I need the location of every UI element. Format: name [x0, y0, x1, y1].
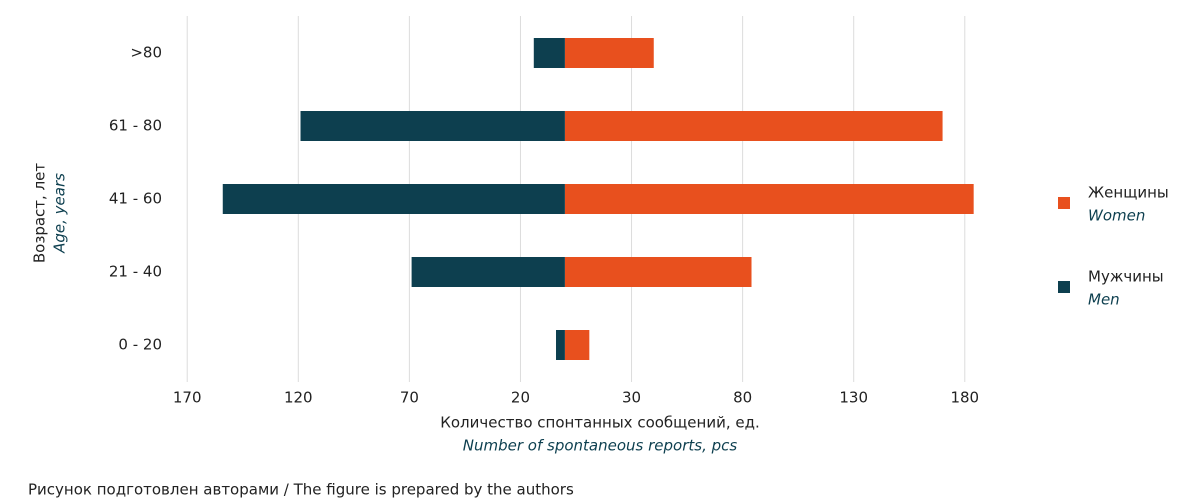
bar [564, 111, 943, 141]
bar [564, 330, 590, 360]
bar [564, 184, 974, 214]
y-tick-label: 21 - 40 [109, 263, 162, 281]
y-tick-label: 0 - 20 [118, 336, 162, 354]
legend-swatch [1058, 281, 1070, 293]
y-label: Возраст, лет [31, 163, 49, 263]
x-label: Количество спонтанных сообщений, ед. [440, 414, 760, 432]
x-tick-label: 120 [284, 389, 313, 407]
x-tick-label: 30 [622, 389, 641, 407]
y-axis-label: Возраст, лет Age, years [31, 163, 69, 263]
bar [564, 38, 654, 68]
plot: 170 120 70 20 30 80 130 180 >80 61 - 80 41 - 60 21 … [109, 16, 1169, 407]
y-label-en: Age, years [51, 173, 69, 254]
x-tick-label: 20 [511, 389, 530, 407]
legend-label: Мужчины [1088, 268, 1164, 286]
y-tick-label: >80 [130, 44, 162, 62]
x-tick-label: 130 [839, 389, 868, 407]
footnote: Рисунок подготовлен авторами / The figur… [28, 481, 574, 499]
legend-label-en: Women [1088, 207, 1145, 225]
x-tick-label: 70 [400, 389, 419, 407]
bar [300, 111, 565, 141]
x-label-en: Number of spontaneous reports, pcs [463, 437, 738, 455]
bar [533, 38, 565, 68]
y-tick-label: 41 - 60 [109, 190, 162, 208]
bar [222, 184, 565, 214]
legend-label-en: Men [1088, 291, 1120, 309]
x-tick-label: 180 [950, 389, 979, 407]
legend-swatch [1058, 197, 1070, 209]
legend-label: Женщины [1088, 184, 1169, 202]
bar [564, 257, 752, 287]
bar [556, 330, 565, 360]
bar [411, 257, 565, 287]
x-tick-label: 170 [173, 389, 202, 407]
y-tick-label: 61 - 80 [109, 117, 162, 135]
x-tick-label: 80 [733, 389, 752, 407]
